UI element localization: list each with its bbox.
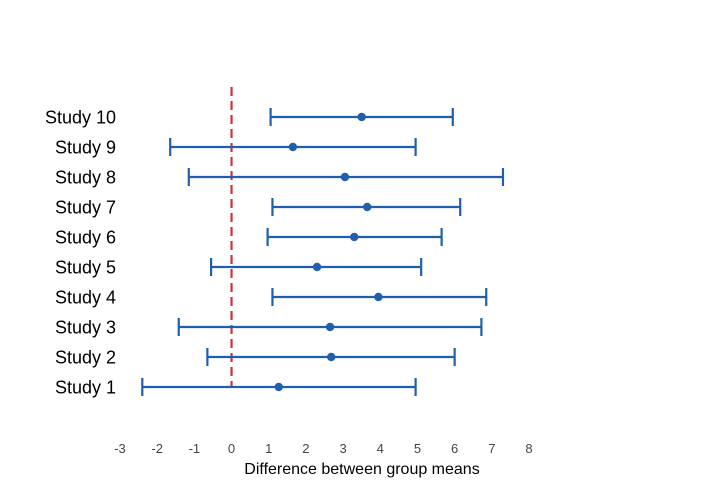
- study-label: Study 2: [55, 348, 116, 368]
- study-label: Study 9: [55, 138, 116, 158]
- x-tick-label: -3: [114, 441, 126, 456]
- point-estimate: [312, 262, 322, 272]
- point-estimate: [288, 142, 298, 152]
- study-row: [169, 138, 417, 156]
- study-label: Study 10: [45, 108, 116, 128]
- point-estimate: [325, 322, 335, 332]
- point-estimate: [340, 172, 350, 182]
- interval-layer: [141, 108, 505, 396]
- x-tick-labels: -3 -2 -1 0 1 2 3 4 5 6 7 8: [114, 441, 532, 456]
- x-tick-label: 0: [228, 441, 235, 456]
- study-row: [187, 168, 505, 186]
- x-tick-label: 6: [451, 441, 458, 456]
- x-tick-label: -1: [189, 441, 201, 456]
- x-tick-label: 3: [339, 441, 346, 456]
- study-label: Study 4: [55, 288, 116, 308]
- x-tick-label: -2: [151, 441, 163, 456]
- point-estimate: [374, 292, 383, 302]
- study-row: [177, 318, 483, 336]
- study-row: [206, 348, 456, 366]
- study-label: Study 6: [55, 228, 116, 248]
- x-tick-label: 1: [265, 441, 272, 456]
- study-label: Study 5: [55, 258, 116, 278]
- x-tick-label: 4: [377, 441, 384, 456]
- study-row: [266, 228, 443, 246]
- study-row: [271, 288, 488, 306]
- study-row: [141, 378, 417, 396]
- x-tick-label: 2: [302, 441, 309, 456]
- point-estimate: [326, 352, 336, 362]
- x-tick-label: 5: [414, 441, 421, 456]
- study-label: Study 1: [55, 378, 116, 398]
- study-label: Study 3: [55, 318, 116, 338]
- point-estimate: [274, 382, 283, 392]
- point-estimate: [357, 112, 366, 122]
- study-row: [271, 198, 462, 216]
- study-row: [209, 258, 423, 276]
- point-estimate: [350, 232, 359, 242]
- study-label: Study 7: [55, 198, 116, 218]
- point-estimate: [363, 202, 372, 212]
- x-tick-label: 7: [488, 441, 495, 456]
- study-label: Study 8: [55, 168, 116, 188]
- x-tick-label: 8: [525, 441, 532, 456]
- study-row: [269, 108, 454, 126]
- study-labels: Study 10 Study 9 Study 8 Study 7 Study 6 Stud…: [45, 108, 116, 398]
- x-axis-label: Difference between group means: [244, 461, 479, 478]
